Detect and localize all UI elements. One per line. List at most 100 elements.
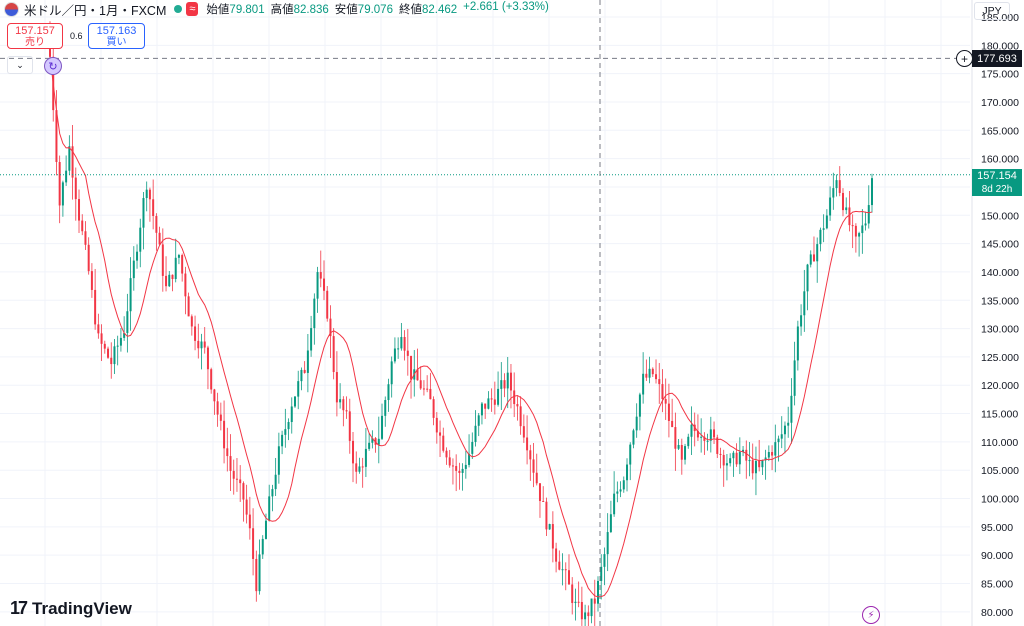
tradingview-mark-icon: 17 [10, 598, 28, 618]
us-jp-flag-icon [4, 1, 19, 17]
price-tick-label: 175.000 [981, 69, 1019, 81]
candle-body [477, 415, 480, 426]
candle-body [78, 199, 81, 221]
candle-body [264, 520, 267, 539]
candle-body [674, 427, 677, 449]
price-tick-label: 145.000 [981, 239, 1019, 251]
currency-selector[interactable]: JPY [974, 2, 1010, 20]
market-status-icon[interactable] [174, 5, 183, 13]
candle-body [187, 296, 190, 317]
candle-body [626, 464, 629, 481]
price-tick-label: 95.000 [981, 522, 1013, 534]
sell-button[interactable]: 157.157 売り [7, 23, 63, 49]
add-alert-plus-icon[interactable]: + [956, 50, 973, 68]
candle-body [651, 368, 654, 375]
candle-body [329, 318, 332, 337]
candle-body [545, 501, 548, 530]
candle-body [522, 426, 525, 438]
candle-body [232, 470, 235, 479]
candle-body [713, 429, 716, 438]
candle-body [145, 189, 148, 199]
candle-body [216, 401, 219, 415]
symbol-header: 米ドル／円・1月・FXCM ≈ 始値79.801 高値82.836 安値79.0… [4, 0, 549, 18]
candle-body [400, 337, 403, 349]
candle-body [616, 491, 619, 494]
candle-body [684, 446, 687, 460]
price-tick-label: 80.000 [981, 607, 1013, 619]
candle-body [165, 275, 168, 287]
candle-body [580, 601, 583, 620]
lightning-icon[interactable]: ⚡ [862, 606, 880, 624]
candle-body [223, 420, 226, 449]
last-price-label: 157.154 8d 22h [972, 168, 1022, 196]
candle-body [780, 434, 783, 439]
candle-body [445, 450, 448, 458]
data-status-badge[interactable]: ≈ [186, 2, 199, 16]
candle-body [690, 424, 693, 437]
candle-body [858, 233, 861, 237]
candle-body [184, 273, 187, 297]
candle-body [387, 384, 390, 401]
price-tick-label: 115.000 [981, 409, 1018, 421]
candle-body [248, 514, 251, 529]
candle-body [638, 394, 641, 417]
candle-body [300, 369, 303, 382]
candle-body [783, 425, 786, 435]
candle-body [277, 446, 280, 475]
candle-body [642, 373, 645, 395]
price-tick-label: 130.000 [981, 324, 1019, 336]
candle-body [619, 489, 622, 492]
open-label: 始値 [206, 4, 230, 16]
candle-body [448, 457, 451, 466]
candle-body [206, 347, 209, 370]
low-value: 79.076 [357, 4, 393, 16]
candle-body [339, 399, 342, 403]
candle-body [368, 442, 371, 449]
replay-icon[interactable]: ↻ [44, 57, 62, 75]
symbol-name[interactable]: 米ドル／円・1月・FXCM [24, 3, 167, 18]
candle-body [841, 192, 844, 211]
candle-body [110, 357, 113, 365]
candle-body [416, 369, 419, 381]
candle-body [796, 326, 799, 361]
candle-body [529, 450, 532, 460]
candle-body [490, 398, 493, 400]
candle-body [439, 432, 442, 436]
candle-body [793, 360, 796, 396]
buy-button[interactable]: 157.163 買い [88, 23, 145, 49]
candle-body [197, 340, 200, 349]
candle-body [506, 372, 509, 389]
candle-body [381, 415, 384, 439]
candle-body [219, 414, 222, 421]
candle-body [561, 569, 564, 571]
candle-body [864, 223, 867, 226]
candle-body [812, 254, 815, 262]
candle-body [584, 612, 587, 620]
candle-body [323, 278, 325, 291]
candle-body [503, 380, 506, 389]
candle-body [551, 524, 554, 549]
candle-body [622, 480, 625, 490]
candle-body [226, 448, 229, 457]
candle-body [732, 452, 735, 459]
candle-body [464, 464, 467, 469]
candle-body [538, 483, 541, 501]
tradingview-logo[interactable]: 17 TradingView [10, 598, 132, 619]
candle-body [725, 463, 728, 466]
candle-body [609, 514, 612, 533]
change-value: +2.661 (+3.33%) [463, 1, 549, 13]
candle-body [606, 532, 609, 555]
candle-body [558, 561, 561, 570]
candle-body [281, 434, 284, 447]
candle-body [777, 438, 780, 443]
candle-body [129, 278, 132, 312]
collapse-legend-button[interactable]: ⌄ [7, 56, 33, 74]
candle-body [190, 316, 193, 327]
candle-body [571, 584, 574, 604]
candle-body [152, 199, 155, 217]
candle-body [348, 411, 351, 441]
candle-body [822, 228, 825, 230]
candle-body [255, 558, 258, 592]
candle-body [397, 348, 400, 350]
